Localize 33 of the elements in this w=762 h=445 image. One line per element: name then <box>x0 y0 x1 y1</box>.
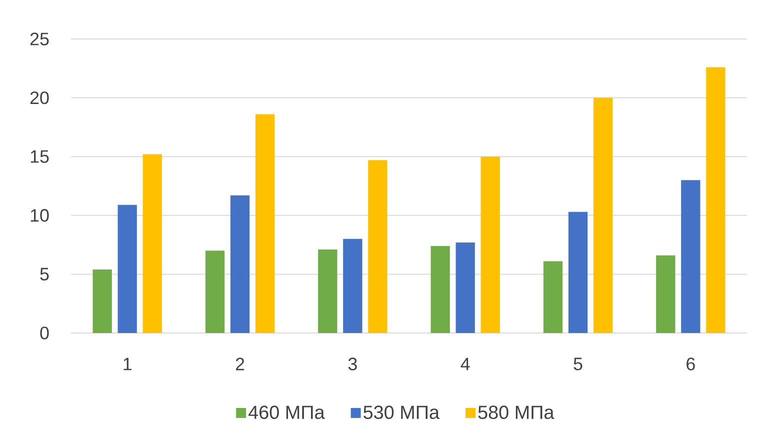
bar <box>142 154 162 333</box>
y-tick-label: 0 <box>40 326 49 340</box>
x-tick-label: 1 <box>124 358 132 370</box>
x-tick-label: 3 <box>348 358 357 370</box>
legend-label: 530 МПа <box>364 406 440 420</box>
y-tick-label: 25 <box>30 32 49 46</box>
bar <box>568 212 588 333</box>
bar <box>255 114 275 333</box>
bar <box>480 156 500 333</box>
bar <box>205 250 225 333</box>
bar <box>430 246 450 333</box>
y-tick-label: 5 <box>40 268 49 280</box>
y-tick-label: 15 <box>30 150 49 163</box>
bar <box>92 269 112 333</box>
bar <box>230 195 250 333</box>
bar <box>681 180 700 333</box>
y-tick-label: 10 <box>30 209 49 222</box>
x-tick-label: 6 <box>686 358 695 370</box>
x-tick-label: 2 <box>236 358 244 370</box>
legend-label: 580 МПа <box>478 406 554 420</box>
bar <box>656 255 676 333</box>
bar <box>706 67 726 333</box>
x-tick-label: 5 <box>574 358 582 370</box>
bar <box>593 98 613 333</box>
x-tick-label: 4 <box>460 358 470 370</box>
bar <box>318 250 338 333</box>
legend-label: 460 МПа <box>248 406 325 420</box>
bar <box>368 160 388 333</box>
bar <box>118 204 137 333</box>
bar <box>343 238 362 333</box>
bar <box>543 261 563 333</box>
bar <box>456 242 475 333</box>
y-tick-label: 20 <box>30 91 49 104</box>
